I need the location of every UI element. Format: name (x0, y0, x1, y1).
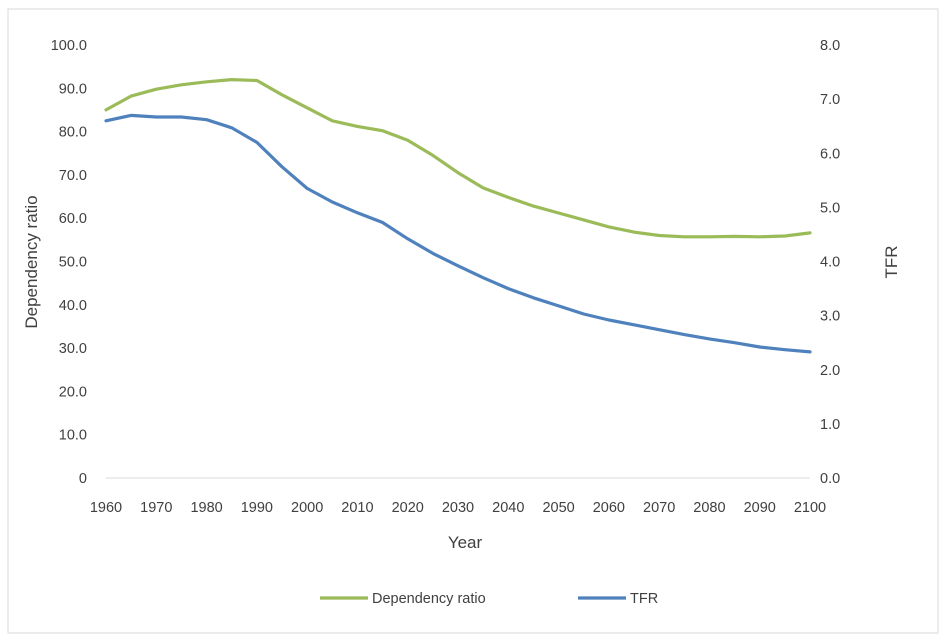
legend-label: TFR (630, 591, 658, 607)
y2-tick-label: 6.0 (820, 146, 840, 162)
series-line-dependency-ratio (104, 77, 812, 239)
y2-axis-label: TFR (882, 245, 901, 278)
y2-tick-label: 8.0 (820, 38, 840, 54)
y-axis-label: Dependency ratio (22, 195, 41, 328)
y2-tick-label: 4.0 (820, 255, 840, 271)
x-tick-label: 2020 (392, 500, 424, 516)
x-tick-label: 1970 (140, 500, 172, 516)
series-line-tfr (104, 113, 812, 354)
x-tick-label: 1960 (90, 500, 122, 516)
y-tick-label: 90.0 (59, 81, 87, 97)
x-tick-label: 2010 (341, 500, 373, 516)
x-tick-label: 2080 (693, 500, 725, 516)
y2-tick-label: 5.0 (820, 200, 840, 216)
y2-tick-label: 7.0 (820, 92, 840, 108)
y-tick-label: 60.0 (59, 211, 87, 227)
x-tick-label: 2090 (744, 500, 776, 516)
x-tick-label: 2000 (291, 500, 323, 516)
x-tick-label: 1980 (190, 500, 222, 516)
y2-tick-label: 0.0 (820, 471, 840, 487)
y2-tick-label: 1.0 (820, 417, 840, 433)
x-axis-ticks: 1960 1970 1980 1990 2000 2010 2020 2030 2040 2050… (90, 500, 826, 516)
y2-axis-ticks: 0.0 1.0 2.0 3.0 4.0 5.0 6.0 7.0 8.0 (820, 38, 840, 487)
y2-tick-label: 3.0 (820, 309, 840, 325)
chart-border (7, 8, 939, 634)
x-axis-label: Year (448, 533, 483, 552)
y-tick-label: 30.0 (59, 341, 87, 357)
x-tick-label: 2030 (442, 500, 474, 516)
legend-label: Dependency ratio (372, 591, 486, 607)
x-tick-label: 2040 (492, 500, 524, 516)
legend: Dependency ratio TFR (320, 591, 658, 607)
y-tick-label: 80.0 (59, 125, 87, 141)
y-tick-label: 0 (79, 471, 87, 487)
y-tick-label: 100.0 (51, 38, 87, 54)
y-tick-label: 20.0 (59, 384, 87, 400)
y2-tick-label: 2.0 (820, 363, 840, 379)
y-tick-label: 50.0 (59, 255, 87, 271)
x-tick-label: 1990 (241, 500, 273, 516)
y-tick-label: 10.0 (59, 428, 87, 444)
y-tick-label: 70.0 (59, 168, 87, 184)
x-tick-label: 2050 (542, 500, 574, 516)
x-tick-label: 2070 (643, 500, 675, 516)
y-tick-label: 40.0 (59, 298, 87, 314)
plot-area (104, 77, 812, 479)
y-axis-ticks: 0 10.0 20.0 30.0 40.0 50.0 60.0 70.0 80.0 90.0 100… (51, 38, 87, 487)
x-tick-label: 2100 (794, 500, 826, 516)
x-tick-label: 2060 (593, 500, 625, 516)
